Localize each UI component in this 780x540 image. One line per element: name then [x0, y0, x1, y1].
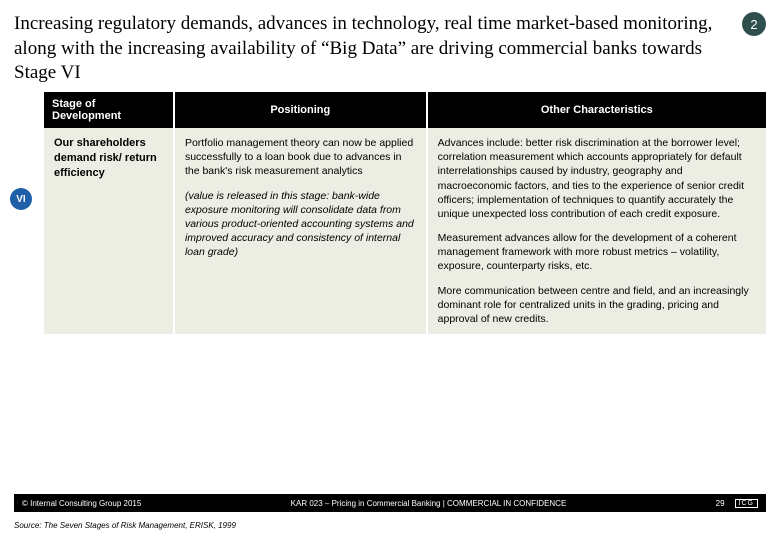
- stages-table: Stage of Development Positioning Other C…: [44, 92, 766, 334]
- cell-stage: Our shareholders demand risk/ return eff…: [44, 128, 174, 334]
- table-wrap: VI Stage of Development Positioning Othe…: [0, 92, 780, 334]
- other-p3: More communication between centre and fi…: [438, 284, 756, 327]
- table-row: Our shareholders demand risk/ return eff…: [44, 128, 766, 334]
- footer-bar: © Internal Consulting Group 2015 KAR 023…: [14, 494, 766, 512]
- footer-copyright: © Internal Consulting Group 2015: [22, 499, 141, 508]
- positioning-p2: (value is released in this stage: bank-w…: [185, 189, 416, 260]
- cell-positioning: Portfolio management theory can now be a…: [174, 128, 427, 334]
- col-header-positioning: Positioning: [174, 92, 427, 128]
- page-badge: 2: [742, 12, 766, 36]
- other-p1: Advances include: better risk discrimina…: [438, 136, 756, 221]
- stage-badge: VI: [10, 188, 32, 210]
- slide: Increasing regulatory demands, advances …: [0, 0, 780, 540]
- other-p2: Measurement advances allow for the devel…: [438, 231, 756, 274]
- slide-title: Increasing regulatory demands, advances …: [14, 12, 730, 86]
- source-line: Source: The Seven Stages of Risk Managem…: [14, 521, 236, 530]
- col-header-other: Other Characteristics: [427, 92, 766, 128]
- footer-page: 29: [716, 499, 725, 508]
- cell-other: Advances include: better risk discrimina…: [427, 128, 766, 334]
- footer-logo: ICG: [735, 499, 758, 508]
- title-row: Increasing regulatory demands, advances …: [0, 0, 780, 92]
- footer-center: KAR 023 – Pricing in Commercial Banking …: [141, 499, 715, 508]
- positioning-p1: Portfolio management theory can now be a…: [185, 136, 416, 179]
- col-header-stage: Stage of Development: [44, 92, 174, 128]
